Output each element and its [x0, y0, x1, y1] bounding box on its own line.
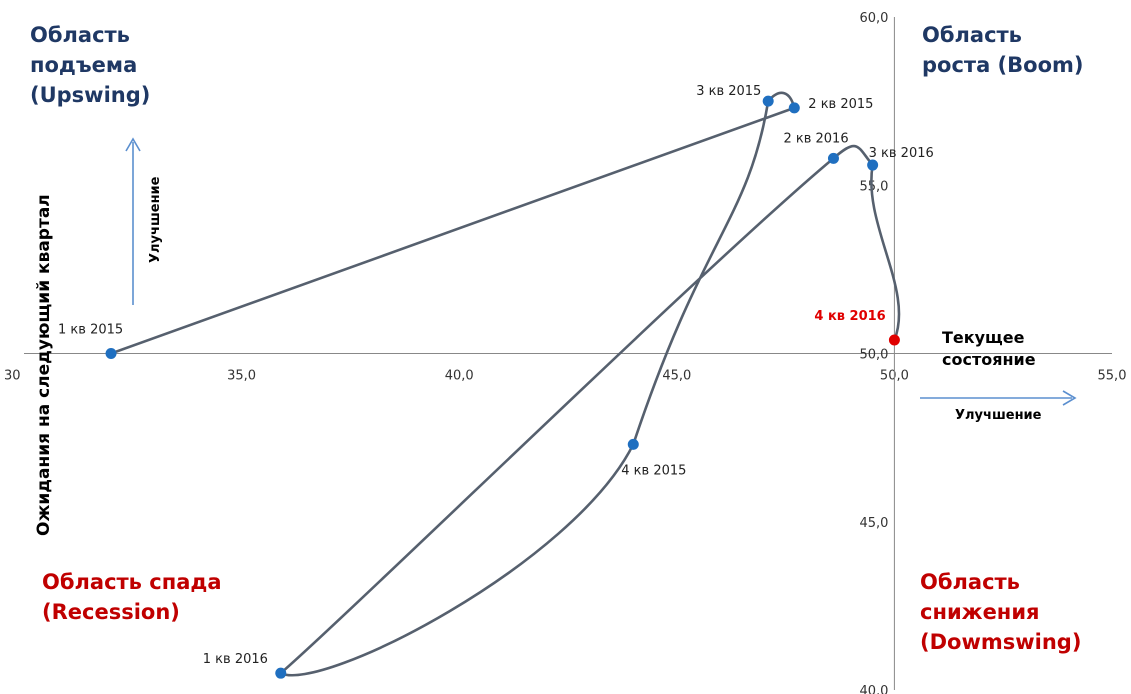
up-arrow-head — [125, 137, 141, 152]
y-tick-label: 40,0 — [859, 684, 888, 694]
x-tick-label: 30 — [4, 369, 21, 384]
point-label: 3 кв 2016 — [869, 146, 934, 161]
point-label: 4 кв 2015 — [621, 463, 686, 478]
x-axis: 30 35,0 40,0 45,0 50,0 55,0 — [4, 353, 1126, 384]
y-axis: 40,0 45,0 50,0 55,0 60,0 — [859, 11, 895, 694]
region-upswing: Область подъема (Upswing) — [30, 23, 151, 107]
x-tick-label: 55,0 — [1098, 369, 1127, 384]
point-label: 1 кв 2015 — [58, 323, 123, 338]
point-label: 3 кв 2015 — [696, 84, 761, 99]
data-point — [275, 667, 287, 679]
point-label: 1 кв 2016 — [203, 652, 268, 667]
data-point-labels: 1 кв 2015 2 кв 2015 3 кв 2015 4 кв 2015 1 кв… — [58, 84, 934, 667]
y-tick-label: 50,0 — [859, 348, 888, 363]
data-point — [788, 102, 800, 114]
y-tick-labels: 40,0 45,0 50,0 55,0 60,0 — [859, 11, 888, 694]
y-tick-label: 60,0 — [859, 11, 888, 26]
x-tick-label: 35,0 — [227, 369, 256, 384]
x-improvement-label: Улучшение — [955, 408, 1042, 423]
data-points — [105, 95, 900, 679]
right-arrow-head — [1062, 390, 1077, 406]
improvement-arrows — [125, 137, 1077, 406]
point-label: 4 кв 2016 — [814, 309, 885, 324]
y-tick-label: 45,0 — [859, 516, 888, 531]
x-tick-label: 45,0 — [662, 369, 691, 384]
data-point — [867, 159, 879, 171]
x-tick-label: 40,0 — [445, 369, 474, 384]
x-axis-title: Текущее состояние — [942, 328, 1036, 369]
region-recession: Область спада (Recession) — [42, 570, 222, 624]
trajectory-line — [109, 91, 901, 677]
data-point — [627, 438, 639, 450]
region-downswing: Область снижения (Dowmswing) — [920, 570, 1082, 654]
region-boom: Область роста (Boom) — [922, 23, 1084, 77]
data-point — [888, 334, 900, 346]
x-tick-labels: 30 35,0 40,0 45,0 50,0 55,0 — [4, 369, 1126, 384]
data-point — [105, 348, 117, 359]
y-improvement-label: Улучшение — [148, 176, 163, 263]
point-label: 2 кв 2015 — [808, 97, 873, 112]
point-label: 2 кв 2016 — [783, 131, 848, 146]
data-point — [762, 95, 774, 107]
y-tick-label: 55,0 — [859, 179, 888, 194]
data-point — [827, 152, 839, 164]
y-axis-title: Ожидания на следующий квартал — [34, 194, 54, 536]
